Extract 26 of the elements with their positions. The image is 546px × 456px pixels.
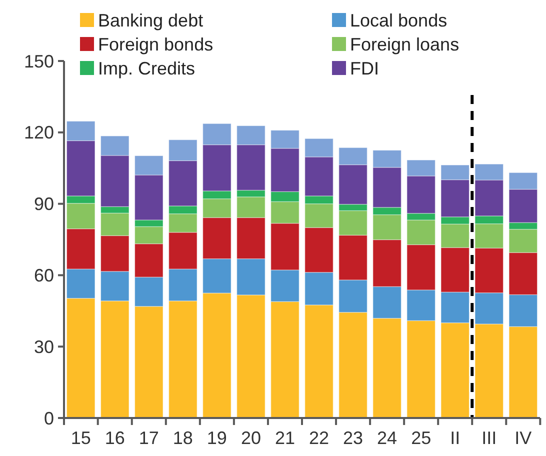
x-tick-label: 16 — [104, 428, 125, 448]
x-tick-label: IV — [514, 428, 532, 448]
y-tick-label: 0 — [44, 408, 54, 428]
x-tick-label: 24 — [377, 428, 398, 448]
y-tick-label: 90 — [34, 194, 54, 214]
y-tick-label: 60 — [34, 266, 54, 286]
x-tick-label: 22 — [308, 428, 330, 448]
x-tick-label: 23 — [343, 428, 364, 448]
x-tick-label: III — [482, 428, 497, 448]
x-tick-label: 25 — [411, 428, 432, 448]
legend-label: Imp. Credits — [98, 58, 196, 78]
legend-label: FDI — [350, 58, 379, 78]
x-tick-label: 15 — [70, 428, 91, 448]
x-tick-label: 17 — [138, 428, 159, 448]
x-tick-label: 21 — [274, 428, 296, 448]
x-tick-label: 20 — [240, 428, 261, 448]
y-tick-label: 30 — [34, 336, 54, 357]
x-tick-label: 18 — [172, 428, 193, 448]
y-tick-label: 150 — [24, 51, 54, 72]
legend-label: Banking debt — [98, 10, 204, 30]
legend-label: Foreign bonds — [98, 34, 214, 54]
x-tick-label: 19 — [206, 428, 227, 448]
legend-label: Foreign loans — [350, 34, 460, 54]
y-tick-label: 120 — [24, 122, 54, 143]
x-tick-label: II — [450, 428, 460, 448]
legend-label: Local bonds — [350, 10, 448, 30]
